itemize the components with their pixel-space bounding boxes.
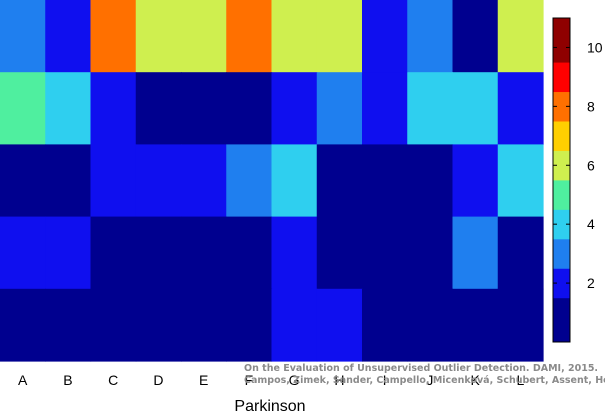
colorbar-tick-label-4: 4 <box>587 216 595 232</box>
heatmap-cell-D-row4 <box>135 216 182 290</box>
heatmap-cell-G-row1 <box>271 0 318 73</box>
colorbar-border <box>552 17 571 343</box>
colorbar-segment-1 <box>553 297 570 343</box>
heatmap-cell-D-row2 <box>135 72 182 145</box>
heatmap-cell-J-row3 <box>407 144 454 218</box>
colorbar-segment-5 <box>553 180 570 210</box>
attribution-line-2: Campos, Zimek, Sander, Campello, Micenko… <box>244 375 605 386</box>
heatmap-cell-J-row2 <box>407 72 454 145</box>
attribution-line-1: On the Evaluation of Unsupervised Outlie… <box>244 363 598 374</box>
x-tick-label-K: K <box>470 372 480 388</box>
heatmap-cell-I-row4 <box>362 216 408 290</box>
colorbar-segment-3 <box>553 238 570 269</box>
heatmap-cell-F-row5 <box>226 288 273 362</box>
heatmap-cell-I-row2 <box>362 72 408 145</box>
heatmap-cell-H-row1 <box>316 0 363 73</box>
heatmap-cell-G-row5 <box>271 288 318 362</box>
heatmap-cell-B-row5 <box>45 288 92 362</box>
colorbar-segment-7 <box>553 121 570 151</box>
x-tick-label-C: C <box>108 372 118 388</box>
heatmap-cell-B-row1 <box>45 0 92 73</box>
heatmap-cell-C-row2 <box>90 72 137 145</box>
heatmap-cell-D-row1 <box>135 0 182 73</box>
heatmap-cell-A-row5 <box>0 288 46 362</box>
heatmap-cell-A-row4 <box>0 216 46 290</box>
heatmap-cell-I-row5 <box>362 288 408 362</box>
heatmap-cell-J-row1 <box>407 0 454 73</box>
heatmap-cell-A-row2 <box>0 72 46 145</box>
heatmap-cell-G-row2 <box>271 72 318 145</box>
heatmap-cell-L-row3 <box>497 144 544 218</box>
heatmap-cell-F-row3 <box>226 144 273 218</box>
x-axis-tick-labels: A B C D E F G H I J K L <box>18 372 525 388</box>
x-tick-label-B: B <box>63 372 72 388</box>
colorbar-segment-4 <box>553 209 570 240</box>
heatmap-cell-I-row1 <box>362 0 408 73</box>
colorbar-tick-label-10: 10 <box>587 39 603 55</box>
colorbar-tick-label-2: 2 <box>587 275 595 291</box>
heatmap-cell-B-row4 <box>45 216 92 290</box>
x-tick-label-G: G <box>289 372 300 388</box>
heatmap-cell-K-row3 <box>452 144 499 218</box>
heatmap-cell-K-row4 <box>452 216 499 290</box>
heatmap-cell-B-row3 <box>45 144 92 218</box>
heatmap-cell-H-row5 <box>316 288 363 362</box>
colorbar-tick-label-6: 6 <box>587 157 595 173</box>
heatmap-cell-C-row1 <box>90 0 137 73</box>
x-tick-label-D: D <box>153 372 163 388</box>
x-tick-label-I: I <box>383 372 387 388</box>
heatmap-cell-G-row3 <box>271 144 318 218</box>
colorbar-segment-10 <box>553 18 570 63</box>
heatmap-cell-A-row3 <box>0 144 46 218</box>
colorbar-segment-6 <box>553 150 570 181</box>
colorbar-segment-9 <box>553 62 570 93</box>
heatmap-cell-I-row3 <box>362 144 408 218</box>
heatmap-cell-E-row5 <box>181 288 227 362</box>
heatmap-cell-H-row2 <box>316 72 363 145</box>
colorbar-segment-2 <box>553 268 570 299</box>
x-axis-title: Parkinson <box>234 398 305 413</box>
heatmap-cell-C-row5 <box>90 288 137 362</box>
heatmap-cell-E-row1 <box>181 0 227 73</box>
x-tick-label-L: L <box>516 372 524 388</box>
heatmap-cell-J-row5 <box>407 288 454 362</box>
colorbar-tick-label-8: 8 <box>587 98 595 114</box>
heatmap-cell-D-row3 <box>135 144 182 218</box>
heatmap-cell-E-row2 <box>181 72 227 145</box>
heatmap-cell-E-row3 <box>181 144 227 218</box>
x-tick-label-E: E <box>199 372 208 388</box>
heatmap-cell-L-row1 <box>497 0 544 73</box>
heatmap-cell-L-row4 <box>497 216 544 290</box>
heatmap-cell-L-row2 <box>497 72 544 145</box>
heatmap-cells <box>0 0 544 362</box>
heatmap-cell-B-row2 <box>45 72 92 145</box>
x-tick-label-F: F <box>245 372 254 388</box>
x-tick-label-A: A <box>18 372 28 388</box>
heatmap-cell-F-row2 <box>226 72 273 145</box>
heatmap-cell-E-row4 <box>181 216 227 290</box>
heatmap-cell-K-row2 <box>452 72 499 145</box>
colorbar-tick-labels: 2 4 6 8 10 <box>553 39 603 291</box>
x-tick-label-J: J <box>426 372 433 388</box>
heatmap-cell-G-row4 <box>271 216 318 290</box>
heatmap-cell-C-row4 <box>90 216 137 290</box>
colorbar-segment-8 <box>553 91 570 122</box>
heatmap-cell-F-row1 <box>226 0 273 73</box>
heatmap-cell-L-row5 <box>497 288 544 362</box>
heatmap-cell-K-row5 <box>452 288 499 362</box>
heatmap-cell-J-row4 <box>407 216 454 290</box>
heatmap-cell-F-row4 <box>226 216 273 290</box>
x-tick-label-H: H <box>334 372 344 388</box>
colorbar <box>552 17 571 343</box>
heatmap-cell-K-row1 <box>452 0 499 73</box>
heatmap-cell-C-row3 <box>90 144 137 218</box>
heatmap-cell-D-row5 <box>135 288 182 362</box>
heatmap-cell-A-row1 <box>0 0 46 73</box>
heatmap-cell-H-row4 <box>316 216 363 290</box>
heatmap-cell-H-row3 <box>316 144 363 218</box>
